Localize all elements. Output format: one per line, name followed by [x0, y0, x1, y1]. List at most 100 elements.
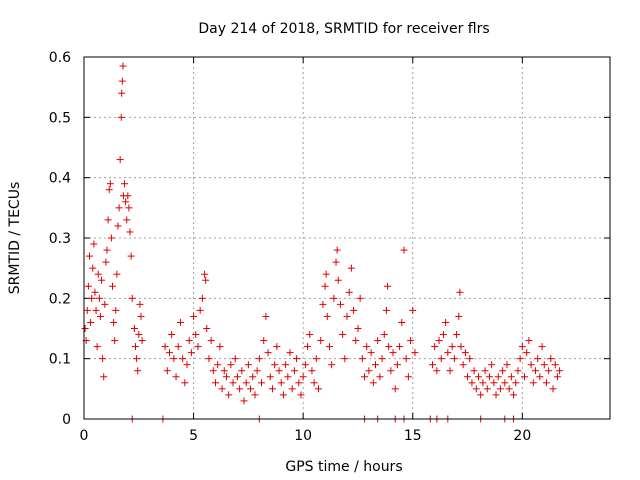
data-point — [103, 246, 111, 254]
data-point — [83, 306, 91, 314]
data-point — [347, 264, 355, 272]
data-point — [322, 270, 330, 278]
data-point — [203, 325, 211, 332]
data-point — [194, 343, 202, 351]
data-point — [122, 198, 130, 206]
data-point — [453, 331, 461, 339]
data-point — [212, 379, 219, 387]
data-point — [435, 337, 443, 345]
data-point — [179, 355, 187, 363]
x-tick-label: 5 — [189, 428, 198, 444]
data-point — [402, 355, 410, 363]
data-point — [268, 385, 276, 393]
data-point — [273, 343, 281, 351]
data-point — [310, 379, 318, 387]
data-point — [521, 373, 529, 381]
data-point — [116, 156, 124, 164]
data-point — [382, 306, 390, 314]
data-point — [481, 367, 489, 375]
data-point — [260, 337, 268, 345]
data-point — [216, 343, 224, 351]
data-point — [134, 367, 142, 375]
data-point — [384, 282, 392, 290]
data-point — [553, 373, 561, 381]
data-point — [299, 373, 307, 381]
data-point — [135, 331, 143, 339]
data-point — [242, 379, 250, 387]
data-point — [290, 367, 298, 375]
data-point — [174, 343, 182, 351]
data-point — [516, 355, 524, 363]
data-point — [240, 397, 248, 405]
data-point — [367, 349, 375, 357]
data-point — [333, 246, 341, 254]
data-point — [85, 252, 93, 260]
data-point — [93, 343, 101, 351]
data-point — [341, 355, 349, 363]
data-point — [330, 294, 338, 302]
data-point — [279, 391, 287, 399]
data-point — [450, 355, 458, 363]
data-point — [244, 361, 252, 369]
data-point — [470, 367, 478, 375]
data-point — [549, 385, 557, 393]
data-point — [138, 337, 146, 345]
data-point — [475, 373, 482, 381]
data-point — [124, 192, 132, 200]
y-tick-label: 0.2 — [49, 291, 71, 307]
data-point — [168, 331, 176, 339]
data-point — [172, 373, 180, 381]
data-point — [352, 337, 360, 345]
data-point — [499, 367, 507, 375]
data-point — [196, 306, 204, 314]
data-point — [282, 361, 290, 369]
data-point — [163, 367, 171, 375]
data-point — [225, 391, 233, 399]
data-point — [369, 379, 377, 387]
data-point — [464, 373, 472, 381]
data-point — [118, 77, 126, 85]
data-point — [428, 361, 436, 369]
data-point — [356, 294, 364, 302]
data-point — [523, 349, 531, 357]
data-point — [332, 258, 340, 266]
data-point — [551, 361, 559, 369]
data-point — [529, 379, 537, 387]
data-point — [92, 306, 100, 314]
data-point — [488, 361, 496, 369]
data-point — [137, 312, 145, 320]
data-point — [431, 343, 439, 351]
data-point — [361, 373, 369, 381]
data-point — [105, 186, 113, 194]
data-point — [100, 373, 108, 381]
data-point — [363, 343, 371, 351]
data-point — [127, 252, 135, 260]
data-point — [365, 367, 373, 375]
data-point — [96, 312, 104, 320]
data-point — [107, 234, 115, 242]
data-point — [374, 337, 382, 345]
data-point — [293, 355, 301, 363]
data-point — [396, 343, 404, 351]
tick-layer: 0 5 10 15 20 0 0.1 0.2 0.3 0.4 0.5 0.6 — [49, 50, 610, 444]
data-point — [128, 294, 136, 302]
x-tick-label: 20 — [513, 428, 531, 444]
data-point — [456, 288, 464, 296]
data-point — [398, 318, 406, 326]
data-point — [409, 306, 417, 314]
data-point — [110, 318, 118, 326]
data-point — [507, 373, 515, 381]
data-point — [255, 355, 263, 363]
data-point — [275, 367, 283, 375]
data-point — [99, 355, 107, 363]
data-point — [501, 379, 509, 387]
data-point — [249, 373, 257, 381]
data-point — [218, 385, 226, 393]
data-point — [319, 300, 327, 308]
data-point — [123, 216, 131, 224]
data-point — [295, 379, 303, 387]
x-tick-label: 15 — [404, 428, 422, 444]
data-point — [505, 385, 513, 393]
data-point — [437, 355, 445, 363]
data-point — [527, 361, 535, 369]
